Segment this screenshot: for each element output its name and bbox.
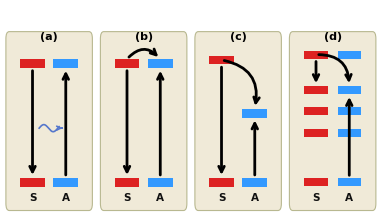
Bar: [242, 109, 267, 118]
Bar: [338, 129, 361, 137]
Bar: [115, 178, 139, 187]
Bar: [53, 178, 78, 187]
FancyBboxPatch shape: [6, 32, 92, 211]
Text: (d): (d): [324, 32, 342, 42]
Text: S: S: [29, 193, 36, 203]
Bar: [209, 56, 234, 64]
Bar: [242, 178, 267, 187]
Bar: [304, 51, 328, 59]
Bar: [209, 178, 234, 187]
Bar: [115, 59, 139, 68]
Bar: [20, 178, 45, 187]
Text: S: S: [218, 193, 225, 203]
Bar: [148, 178, 173, 187]
Text: (a): (a): [40, 32, 58, 42]
Bar: [338, 178, 361, 186]
Text: (b): (b): [135, 32, 153, 42]
Bar: [53, 59, 78, 68]
Text: A: A: [251, 193, 259, 203]
FancyBboxPatch shape: [290, 32, 376, 211]
Bar: [304, 178, 328, 186]
FancyBboxPatch shape: [195, 32, 281, 211]
Bar: [338, 86, 361, 94]
Bar: [338, 107, 361, 115]
Text: S: S: [312, 193, 320, 203]
Text: A: A: [156, 193, 164, 203]
Bar: [304, 129, 328, 137]
Bar: [304, 86, 328, 94]
Bar: [304, 107, 328, 115]
Bar: [148, 59, 173, 68]
FancyBboxPatch shape: [101, 32, 187, 211]
Text: S: S: [123, 193, 131, 203]
Bar: [20, 59, 45, 68]
Text: (c): (c): [230, 32, 246, 42]
Text: A: A: [345, 193, 353, 203]
Text: A: A: [62, 193, 70, 203]
Bar: [338, 51, 361, 59]
